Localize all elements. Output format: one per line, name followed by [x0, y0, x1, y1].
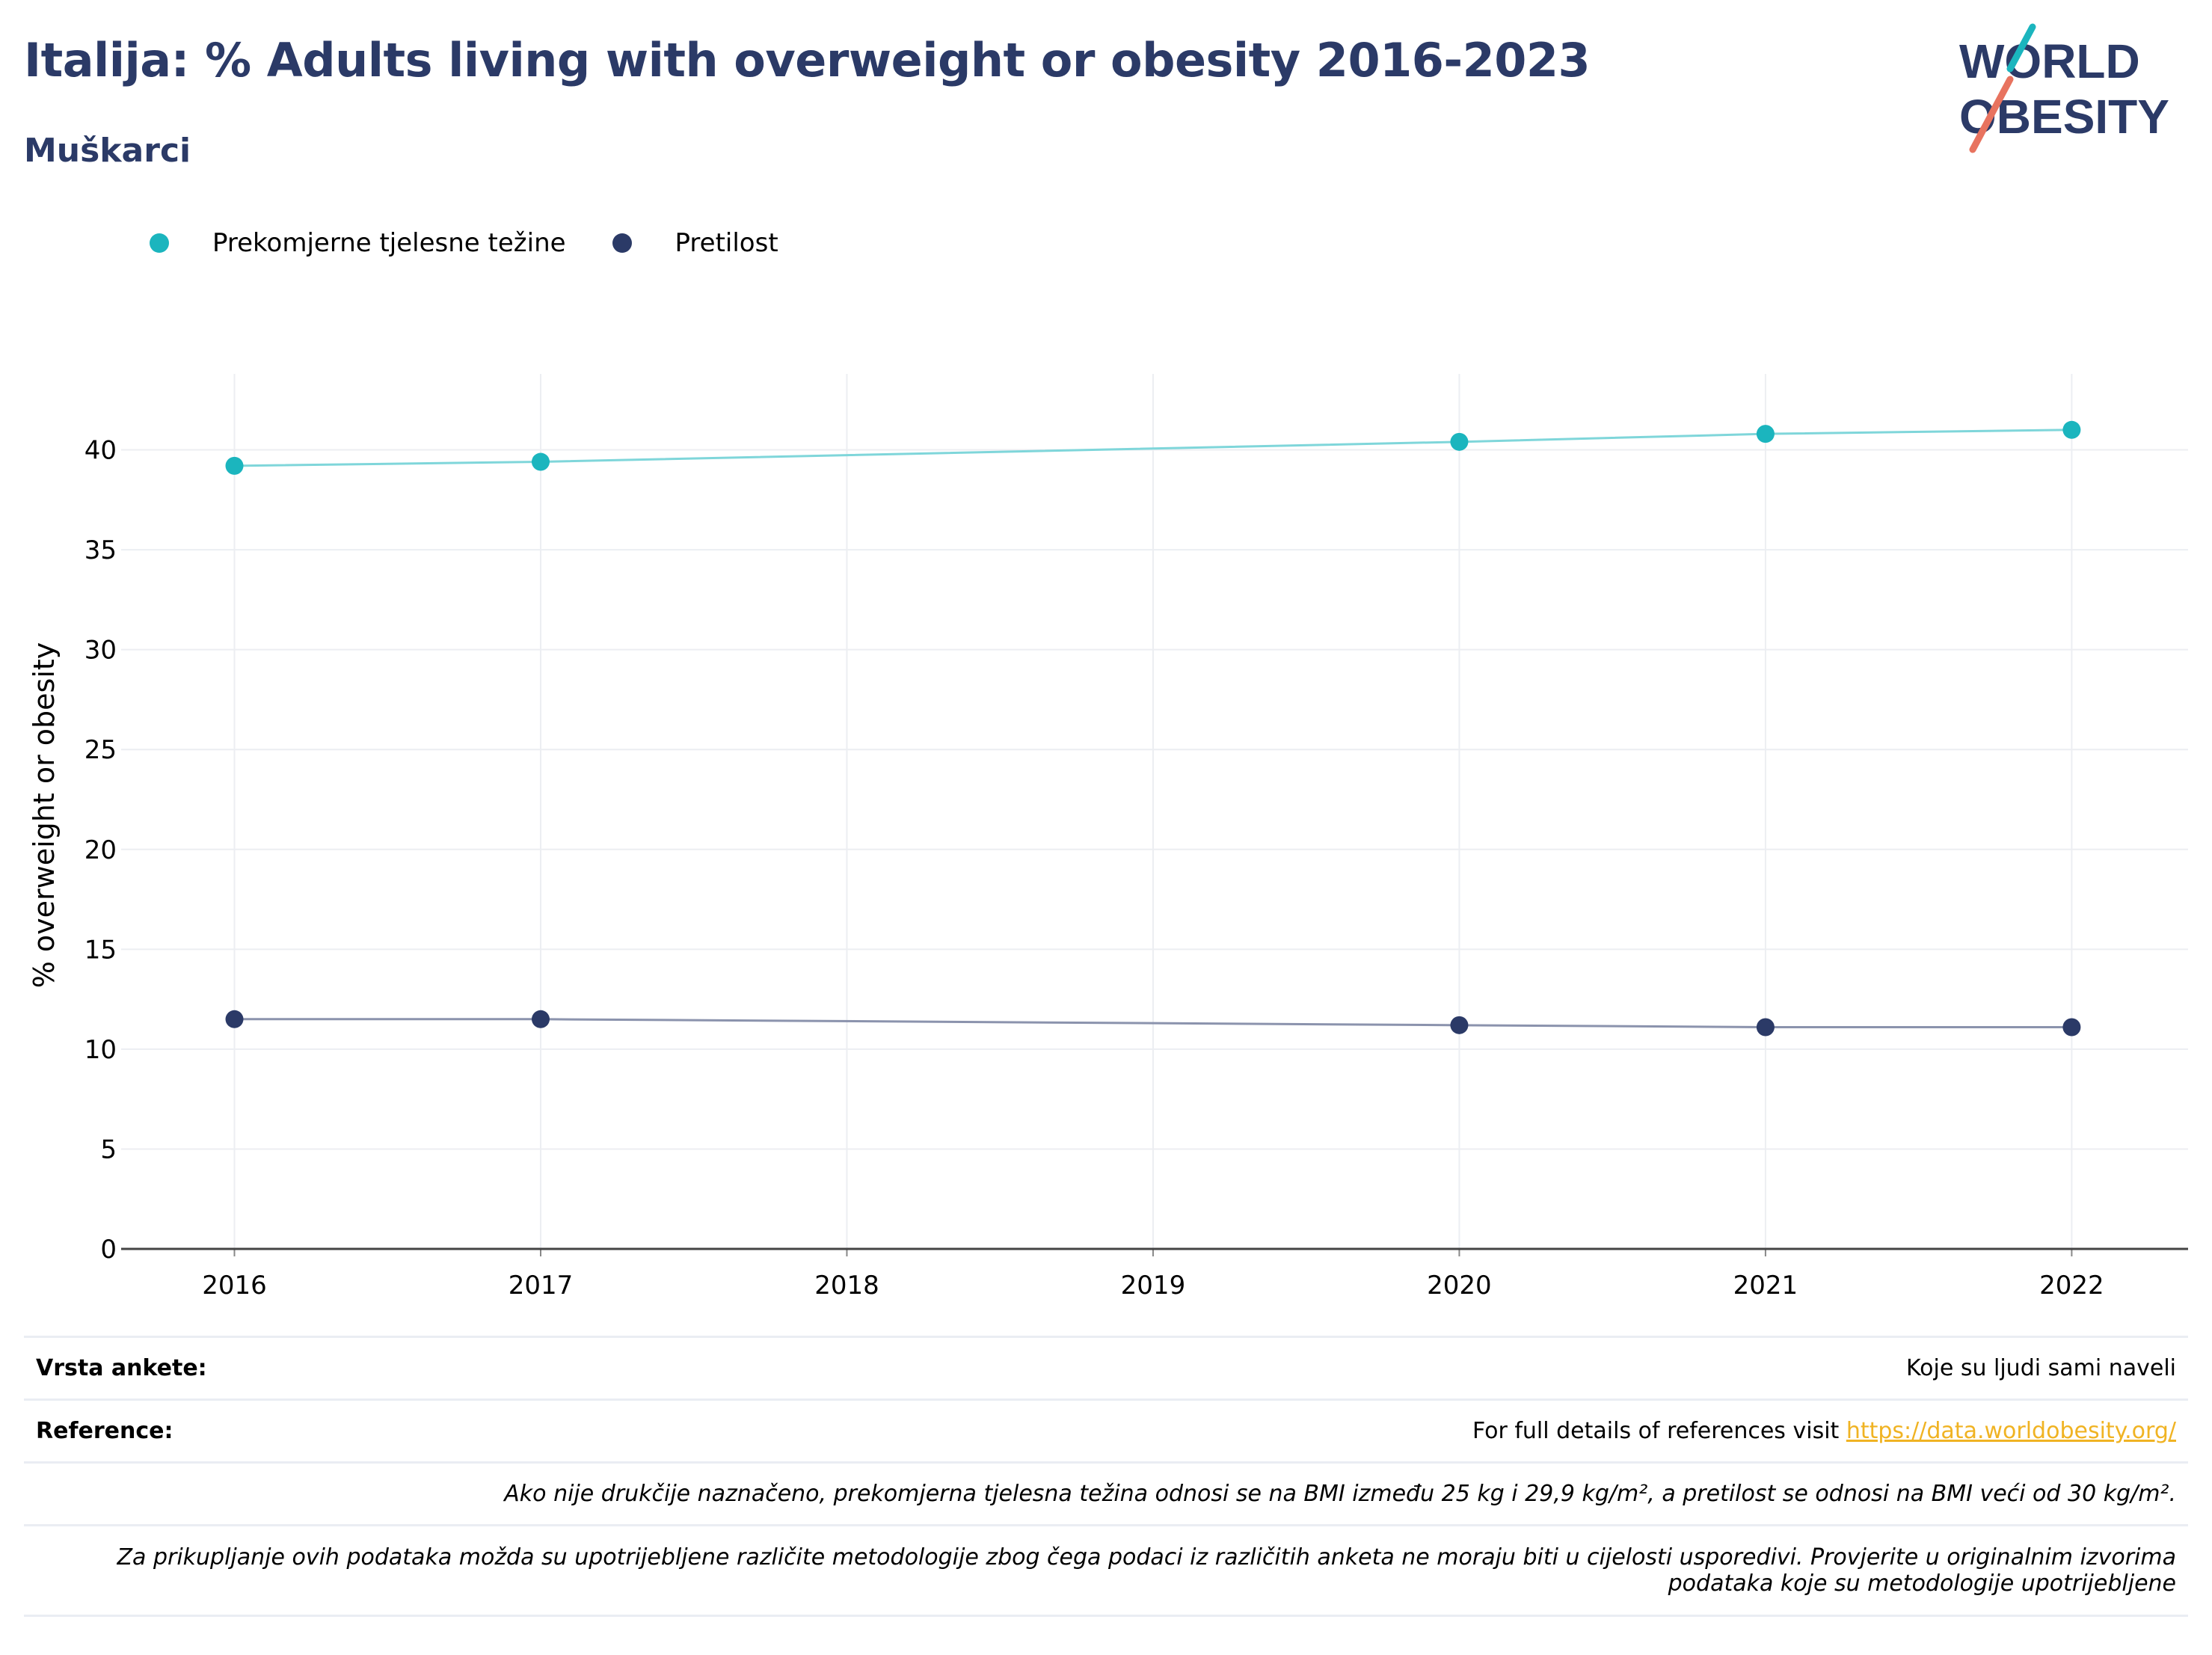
footer-row-reference: Reference: For full details of reference…	[24, 1398, 2188, 1461]
footer-row-definition: Ako nije drukčije naznačeno, prekomjerna…	[24, 1461, 2188, 1524]
reference-text: For full details of references visit	[1472, 1418, 1846, 1444]
y-tick-label: 0	[100, 1235, 117, 1265]
logo-word-world: WORLD	[1959, 34, 2140, 88]
legend-label-overweight: Prekomjerne tjelesne težine	[212, 228, 566, 258]
logo-word-obesity: OBESITY	[1959, 90, 2169, 144]
data-point-overweight-2022[interactable]	[2062, 420, 2081, 439]
footer-row-survey: Vrsta ankete: Koje su ljudi sami naveli	[24, 1336, 2188, 1398]
logo-slash-coral	[1969, 76, 2014, 153]
x-tick-label: 2018	[814, 1271, 879, 1301]
chart-grid	[121, 374, 2188, 1249]
x-tick-label: 2016	[202, 1271, 267, 1301]
legend-marker-obesity	[612, 233, 632, 253]
chart-subtitle: Muškarci	[24, 132, 191, 170]
chart-axes: 0 5 10 15 20 25 30 35 40 2016 2017 2018 2019 2020 2021…	[85, 436, 2188, 1301]
legend-item-obesity[interactable]: Pretilost	[612, 228, 778, 258]
data-point-obesity-2016[interactable]	[225, 1010, 244, 1028]
data-point-overweight-2021[interactable]	[1756, 425, 1775, 443]
methodology-note-line2: podataka koje su metodologije upotrijebl…	[1668, 1570, 2176, 1597]
methodology-note: Za prikupljanje ovih podataka možda su u…	[36, 1544, 2176, 1597]
legend-item-overweight[interactable]: Prekomjerne tjelesne težine	[150, 228, 566, 258]
world-obesity-logo: WORLD OBESITY	[1959, 23, 2169, 153]
chart-footer: Vrsta ankete: Koje su ljudi sami naveli …	[24, 1336, 2188, 1617]
data-point-obesity-2020[interactable]	[1450, 1016, 1469, 1034]
y-tick-label: 5	[100, 1134, 117, 1164]
y-tick-label: 15	[85, 935, 117, 965]
x-tick-label: 2021	[1733, 1271, 1798, 1301]
chart-legend: Prekomjerne tjelesne težine Pretilost	[150, 223, 825, 263]
definition-note: Ako nije drukčije naznačeno, prekomjerna…	[504, 1481, 2176, 1507]
logo-slash-teal	[2006, 23, 2036, 73]
x-tick-label: 2020	[1427, 1271, 1492, 1301]
reference-value: For full details of references visit htt…	[1472, 1418, 2176, 1444]
y-tick-label: 25	[85, 735, 117, 765]
data-point-overweight-2020[interactable]	[1450, 432, 1469, 451]
y-tick-label: 30	[85, 636, 117, 666]
data-point-overweight-2017[interactable]	[531, 452, 550, 471]
series-points	[225, 420, 2081, 1037]
data-point-obesity-2017[interactable]	[531, 1010, 550, 1028]
x-tick-label: 2019	[1121, 1271, 1186, 1301]
chart-title: Italija: % Adults living with overweight…	[24, 33, 1591, 87]
y-tick-label: 40	[85, 436, 117, 466]
y-axis-title: % overweight or obesity	[28, 642, 61, 989]
reference-label: Reference:	[36, 1418, 173, 1444]
legend-label-obesity: Pretilost	[675, 228, 778, 258]
data-point-obesity-2022[interactable]	[2062, 1018, 2081, 1037]
data-point-overweight-2016[interactable]	[225, 456, 244, 475]
x-tick-label: 2022	[2039, 1271, 2104, 1301]
footer-row-methodology: Za prikupljanje ovih podataka možda su u…	[24, 1524, 2188, 1617]
methodology-note-line1: Za prikupljanje ovih podataka možda su u…	[117, 1544, 2176, 1570]
line-chart: 0 5 10 15 20 25 30 35 40 2016 2017 2018 2019 2020 2021…	[28, 374, 2188, 1301]
data-point-obesity-2021[interactable]	[1756, 1018, 1775, 1037]
reference-link[interactable]: https://data.worldobesity.org/	[1846, 1418, 2176, 1444]
survey-type-value: Koje su ljudi sami naveli	[1905, 1355, 2176, 1381]
legend-marker-overweight	[150, 233, 169, 253]
y-tick-label: 35	[85, 535, 117, 565]
x-tick-label: 2017	[509, 1271, 574, 1301]
survey-type-label: Vrsta ankete:	[36, 1355, 207, 1381]
y-tick-label: 20	[85, 835, 117, 865]
y-tick-label: 10	[85, 1035, 117, 1065]
